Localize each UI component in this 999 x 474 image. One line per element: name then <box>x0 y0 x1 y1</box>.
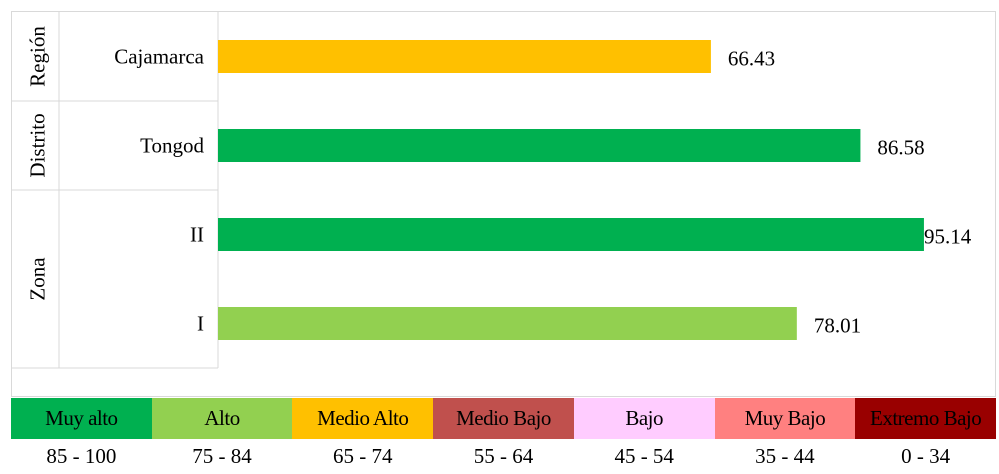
bar <box>218 307 797 340</box>
legend-swatch: Medio Alto <box>292 398 434 439</box>
legend-swatch: Extremo Bajo <box>855 398 996 439</box>
category-tick-label: I <box>197 312 204 336</box>
chart-frame: Región Distrito Zona Cajamarca 66.43 Tongod 86… <box>11 11 996 397</box>
bar <box>218 129 861 162</box>
data-label: 95.14 <box>924 225 972 249</box>
group-label: Región <box>26 26 50 87</box>
legend-swatch: Bajo <box>573 398 715 439</box>
data-label: 86.58 <box>877 136 924 160</box>
data-label: 66.43 <box>728 47 775 71</box>
legend-range: 65 - 74 <box>333 444 393 468</box>
legend-range: 85 - 100 <box>46 444 117 468</box>
legend-range: 75 - 84 <box>192 444 252 468</box>
legend-swatch: Medio Bajo <box>433 398 574 439</box>
bar <box>218 40 711 73</box>
legend-range: 35 - 44 <box>755 444 815 468</box>
legend-range: 0 - 34 <box>901 444 951 468</box>
category-tick-label: II <box>190 223 204 247</box>
category-tick-label: Tongod <box>140 134 204 158</box>
group-label: Zona <box>26 257 50 301</box>
legend-range: 55 - 64 <box>473 444 534 468</box>
legend-range: 45 - 54 <box>614 444 674 468</box>
legend: Muy alto 85 - 100 Alto 75 - 84 Medio Alto 65 … <box>11 398 996 474</box>
bar <box>218 218 924 251</box>
category-tick-label: Cajamarca <box>114 45 204 69</box>
legend-swatch: Muy Bajo <box>714 398 856 439</box>
bar-chart: Región Distrito Zona Cajamarca 66.43 Tongod 86… <box>12 12 972 369</box>
legend-swatch: Muy alto <box>11 398 152 439</box>
legend-swatch: Alto <box>151 398 293 439</box>
data-label: 78.01 <box>814 314 861 338</box>
group-label: Distrito <box>26 113 50 177</box>
